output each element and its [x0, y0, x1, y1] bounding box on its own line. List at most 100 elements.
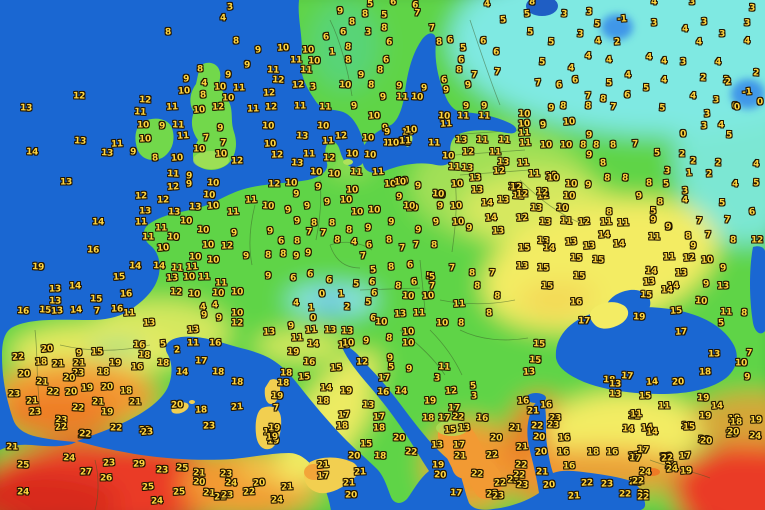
- temp-label: 19: [339, 386, 353, 397]
- temp-label: 4: [594, 36, 602, 47]
- temp-label: 8: [344, 42, 352, 53]
- temp-label: 21: [353, 467, 367, 478]
- temp-label: 22: [404, 447, 418, 458]
- temp-label: 4: [743, 36, 751, 47]
- temp-label: 11: [155, 223, 167, 234]
- temp-label: 11: [647, 232, 661, 243]
- temp-label: 11: [475, 135, 489, 146]
- temp-label: 14: [710, 401, 724, 412]
- temp-label: 10: [345, 185, 359, 196]
- temp-label: 7: [470, 70, 478, 81]
- temp-label: 10: [555, 203, 569, 214]
- temp-label: 15: [360, 439, 372, 450]
- temp-label: 10: [156, 243, 170, 254]
- temp-label: 16: [119, 289, 133, 300]
- temp-label: 9: [292, 251, 300, 262]
- temp-label: 19: [423, 396, 437, 407]
- temp-label: 5: [538, 57, 546, 68]
- temp-label: 14: [152, 261, 166, 272]
- temp-label: 20: [532, 432, 546, 443]
- temp-label: 9: [432, 217, 440, 228]
- temp-label: 11: [477, 111, 491, 122]
- temp-label: 2: [752, 68, 760, 79]
- temp-label: -1: [617, 14, 627, 25]
- temp-label: 18: [194, 405, 208, 416]
- temp-label: 7: [631, 139, 639, 150]
- temp-label: 9: [129, 147, 137, 158]
- temp-label: 11: [497, 135, 511, 146]
- temp-label: 15: [517, 243, 531, 254]
- temp-label: 24: [270, 495, 284, 506]
- temp-label: 7: [219, 138, 227, 149]
- temp-label: 18: [96, 367, 110, 378]
- temp-label: 8: [279, 249, 287, 260]
- temp-label: 9: [185, 179, 193, 190]
- temp-label: 15: [569, 253, 583, 264]
- temp-label: 20: [62, 373, 76, 384]
- temp-label: 10: [451, 217, 465, 228]
- temp-label: 20: [345, 490, 357, 501]
- temp-label: 5: [523, 9, 531, 20]
- temp-label: 7: [695, 216, 703, 227]
- temp-label: 16: [556, 447, 570, 458]
- temp-label: 6: [457, 55, 465, 66]
- temp-label: 20: [40, 344, 54, 355]
- temp-label: 8: [348, 17, 356, 28]
- temp-label: 11: [321, 136, 335, 147]
- temp-label: 16: [516, 396, 530, 407]
- temp-label: 10: [562, 117, 576, 128]
- temp-label: 5: [426, 271, 432, 282]
- temp-label: 11: [517, 128, 531, 139]
- temp-label: 8: [333, 235, 341, 246]
- temp-label: 12: [515, 213, 529, 224]
- temp-label: 9: [254, 45, 262, 56]
- temp-label: 15: [90, 347, 104, 358]
- temp-label: 11: [629, 409, 643, 420]
- temp-label: 15: [639, 290, 653, 301]
- temp-label: 9: [364, 223, 372, 234]
- temp-label: 2: [689, 156, 697, 167]
- temp-label: 8: [528, 0, 536, 8]
- temp-label: 12: [156, 195, 170, 206]
- temp-label: 12: [444, 386, 458, 397]
- temp-label: 12: [134, 191, 148, 202]
- temp-label: 15: [112, 272, 126, 283]
- temp-label: 9: [414, 225, 422, 236]
- temp-label: 11: [215, 278, 227, 289]
- temp-label: 6: [277, 236, 285, 247]
- temp-label: 9: [75, 348, 83, 359]
- temp-label: 16: [557, 433, 571, 444]
- temp-label: 6: [492, 47, 500, 58]
- temp-label: 17: [452, 440, 466, 451]
- temp-label: 10: [213, 82, 227, 93]
- temp-label: 9: [463, 101, 469, 112]
- temp-label: 13: [457, 423, 471, 434]
- temp-label: 9: [649, 215, 657, 226]
- temp-label: 8: [473, 281, 481, 292]
- temp-label: 12: [169, 287, 183, 298]
- temp-label: 13: [564, 237, 578, 248]
- temp-label: 11: [349, 167, 363, 178]
- temp-label: 10: [734, 358, 748, 369]
- temp-label: 10: [261, 121, 275, 132]
- temp-label: 18: [119, 386, 133, 397]
- temp-label: 23: [102, 458, 116, 469]
- temp-label: 22: [242, 487, 256, 498]
- temp-label: 10: [421, 291, 435, 302]
- temp-label: 13: [19, 103, 33, 114]
- temp-label: 6: [325, 275, 333, 286]
- temp-label: 13: [290, 158, 304, 169]
- temp-label: 7: [412, 240, 420, 251]
- temp-label: 13: [142, 318, 156, 329]
- temp-label: 14: [484, 213, 498, 224]
- temp-label: 20: [542, 480, 556, 491]
- temp-label: 14: [25, 147, 39, 158]
- temp-label: 10: [404, 125, 418, 136]
- temp-label: 3: [744, 18, 750, 29]
- temp-label: 6: [306, 269, 314, 280]
- temp-label: 9: [336, 6, 344, 17]
- temp-label: 10: [341, 338, 355, 349]
- temp-label: 12: [355, 357, 369, 368]
- temp-label: 8: [387, 262, 395, 273]
- temp-label: 4: [695, 37, 703, 48]
